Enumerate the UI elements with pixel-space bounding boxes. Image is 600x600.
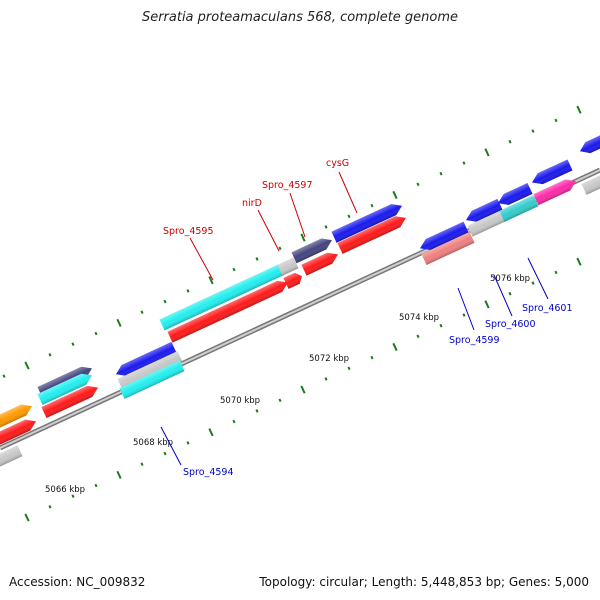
gene-red-a[interactable] — [41, 382, 100, 419]
gene-red-c[interactable] — [167, 277, 290, 343]
gene-blue-g[interactable] — [463, 198, 503, 226]
minor-tick — [94, 483, 98, 488]
minor-tick — [439, 323, 443, 328]
major-tick — [576, 105, 582, 114]
gene-spro-4600[interactable] — [499, 195, 539, 222]
minor-tick — [186, 441, 190, 445]
gene-label-spro-4599[interactable]: Spro_4599 — [449, 335, 500, 346]
gene-blue-h[interactable] — [495, 182, 533, 209]
minor-tick — [370, 355, 374, 360]
gene-cyan-b[interactable] — [119, 360, 185, 399]
gene-spro-4597[interactable] — [291, 235, 334, 264]
minor-tick — [71, 494, 75, 498]
gene-nirD-red[interactable] — [283, 271, 304, 289]
tick-label-5066: 5066 kbp — [45, 485, 85, 495]
minor-tick — [416, 182, 420, 187]
gene-cysG[interactable] — [331, 200, 404, 243]
major-tick — [116, 470, 122, 479]
minor-tick — [324, 377, 328, 381]
map-title: Serratia proteamaculans 568, complete ge… — [141, 10, 459, 25]
major-tick — [484, 148, 490, 157]
major-tick — [300, 385, 306, 394]
gene-features — [0, 133, 600, 471]
minor-tick — [531, 281, 535, 285]
minor-tick — [508, 139, 512, 144]
gene-label-spro-4595[interactable]: Spro_4595 — [163, 226, 214, 237]
minor-tick — [71, 342, 75, 346]
gene-blue-j[interactable] — [577, 133, 600, 157]
minor-tick — [278, 398, 282, 403]
minor-tick — [324, 225, 328, 229]
gene-orange-left[interactable] — [0, 401, 35, 432]
label-leaders — [160, 171, 549, 466]
gene-grey-left[interactable] — [0, 445, 23, 471]
footer-stats: Topology: circular; Length: 5,448,853 bp… — [259, 575, 589, 589]
major-tick — [576, 257, 582, 266]
minor-tick — [232, 267, 236, 272]
minor-tick — [278, 246, 282, 251]
gene-label-spro-4601[interactable]: Spro_4601 — [522, 303, 573, 314]
minor-tick — [2, 374, 6, 378]
minor-tick — [439, 171, 443, 176]
minor-tick — [347, 366, 351, 371]
minor-tick — [163, 299, 167, 304]
gene-label-spro-4600[interactable]: Spro_4600 — [485, 319, 536, 330]
gene-spro-4600-grey[interactable] — [467, 209, 509, 237]
footer-accession: Accession: NC_009832 — [9, 575, 146, 589]
gene-spro-4601[interactable] — [533, 176, 578, 206]
major-tick — [392, 342, 398, 352]
minor-tick — [462, 313, 466, 317]
minor-tick — [140, 462, 144, 466]
minor-tick — [462, 161, 466, 165]
major-tick — [116, 318, 122, 327]
gene-blue-f[interactable] — [417, 221, 469, 254]
minor-tick — [255, 409, 259, 413]
gene-nirD-grey[interactable] — [277, 257, 299, 276]
minor-tick — [255, 257, 259, 261]
major-tick — [208, 276, 214, 285]
gene-blue-b[interactable] — [113, 341, 177, 380]
gene-red-left[interactable] — [0, 416, 39, 449]
minor-tick — [531, 129, 535, 133]
minor-tick — [163, 451, 167, 456]
major-tick — [300, 233, 306, 242]
tick-label-5076: 5076 kbp — [490, 274, 530, 284]
major-tick — [24, 513, 30, 522]
gene-spro-4599[interactable] — [421, 231, 475, 265]
minor-tick — [508, 291, 512, 296]
gene-label-nirD[interactable]: nirD — [242, 198, 262, 209]
gene-red-d[interactable] — [301, 249, 340, 276]
gene-blue-i[interactable] — [529, 159, 573, 187]
gene-cyan-a[interactable] — [37, 370, 94, 405]
minor-tick — [554, 270, 558, 275]
gene-grey-b[interactable] — [117, 351, 183, 390]
gene-spro-4595[interactable] — [159, 263, 285, 331]
tick-label-5070: 5070 kbp — [220, 396, 260, 406]
tick-label-5074: 5074 kbp — [399, 313, 439, 323]
major-tick — [392, 190, 398, 200]
minor-tick — [140, 310, 144, 314]
tick-label-5068: 5068 kbp — [133, 438, 173, 448]
minor-tick — [94, 331, 98, 336]
minor-tick — [554, 118, 558, 123]
gene-red-e[interactable] — [337, 212, 408, 254]
minor-tick — [48, 353, 52, 357]
tick-rows — [2, 105, 582, 522]
gene-label-cysG[interactable]: cysG — [326, 158, 349, 169]
major-tick — [24, 361, 30, 370]
minor-tick — [48, 505, 52, 509]
minor-tick — [186, 289, 190, 293]
gene-grey-k[interactable] — [581, 173, 600, 195]
minor-tick — [370, 203, 374, 208]
minor-tick — [232, 419, 236, 424]
major-tick — [484, 300, 490, 309]
minor-tick — [347, 214, 351, 219]
gene-label-spro-4594[interactable]: Spro_4594 — [183, 467, 234, 478]
gene-label-spro-4597[interactable]: Spro_4597 — [262, 180, 313, 191]
minor-tick — [416, 334, 420, 339]
tick-label-5072: 5072 kbp — [309, 354, 349, 364]
major-tick — [208, 428, 214, 437]
